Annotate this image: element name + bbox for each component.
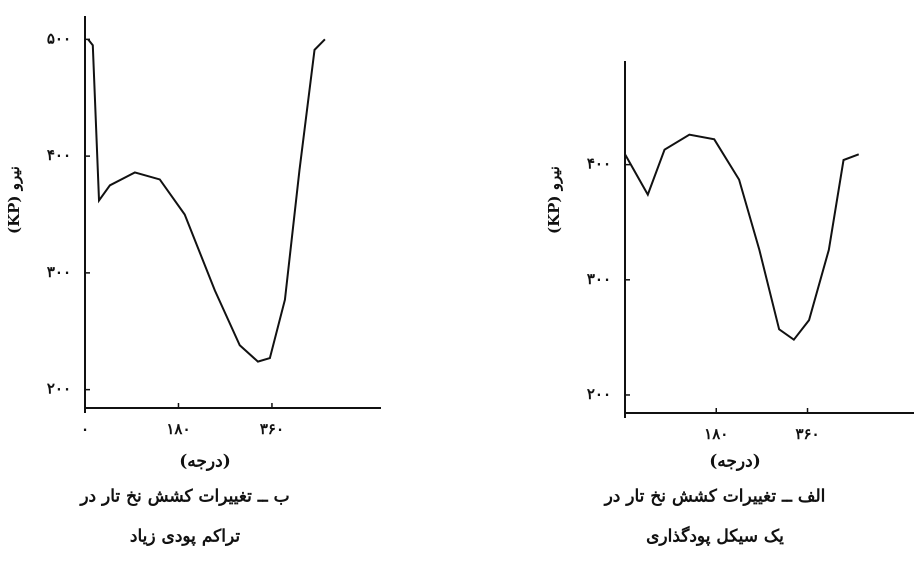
caption: یک سیکل پودگذاری bbox=[646, 526, 784, 547]
line bbox=[87, 38, 326, 363]
x-tick-label: ۱۸۰ bbox=[704, 425, 728, 443]
x-tick-label: ۳۶۰ bbox=[795, 425, 819, 443]
x-axis-label: (درجه) bbox=[179, 452, 231, 472]
x-axis-label: (درجه) bbox=[709, 452, 761, 472]
x-tick-label: ۱۸۰ bbox=[166, 420, 190, 438]
x-tick-label: ۰ bbox=[81, 420, 89, 438]
y-tick-label: ۵۰۰ bbox=[47, 29, 71, 47]
line bbox=[624, 133, 860, 342]
caption: تراکم پودی زیاد bbox=[130, 527, 240, 547]
y-tick-label: ۳۰۰ bbox=[47, 263, 71, 281]
caption: ب ــ تغییرات کشش نخ تار در bbox=[78, 487, 289, 507]
x-tick-label: ۳۶۰ bbox=[260, 420, 284, 438]
y-axis-label: نیرو (KP) bbox=[545, 166, 563, 234]
y-tick-label: ۴۰۰ bbox=[47, 146, 71, 164]
y-tick-label: ۳۰۰ bbox=[587, 270, 611, 288]
y-tick-label: ۴۰۰ bbox=[587, 155, 611, 173]
y-tick-label: ۲۰۰ bbox=[47, 380, 71, 398]
caption: الف ــ تغییرات کشش نخ تار در bbox=[603, 487, 826, 507]
y-axis-label: نیرو (KP) bbox=[5, 166, 23, 234]
y-tick-label: ۲۰۰ bbox=[587, 385, 611, 403]
